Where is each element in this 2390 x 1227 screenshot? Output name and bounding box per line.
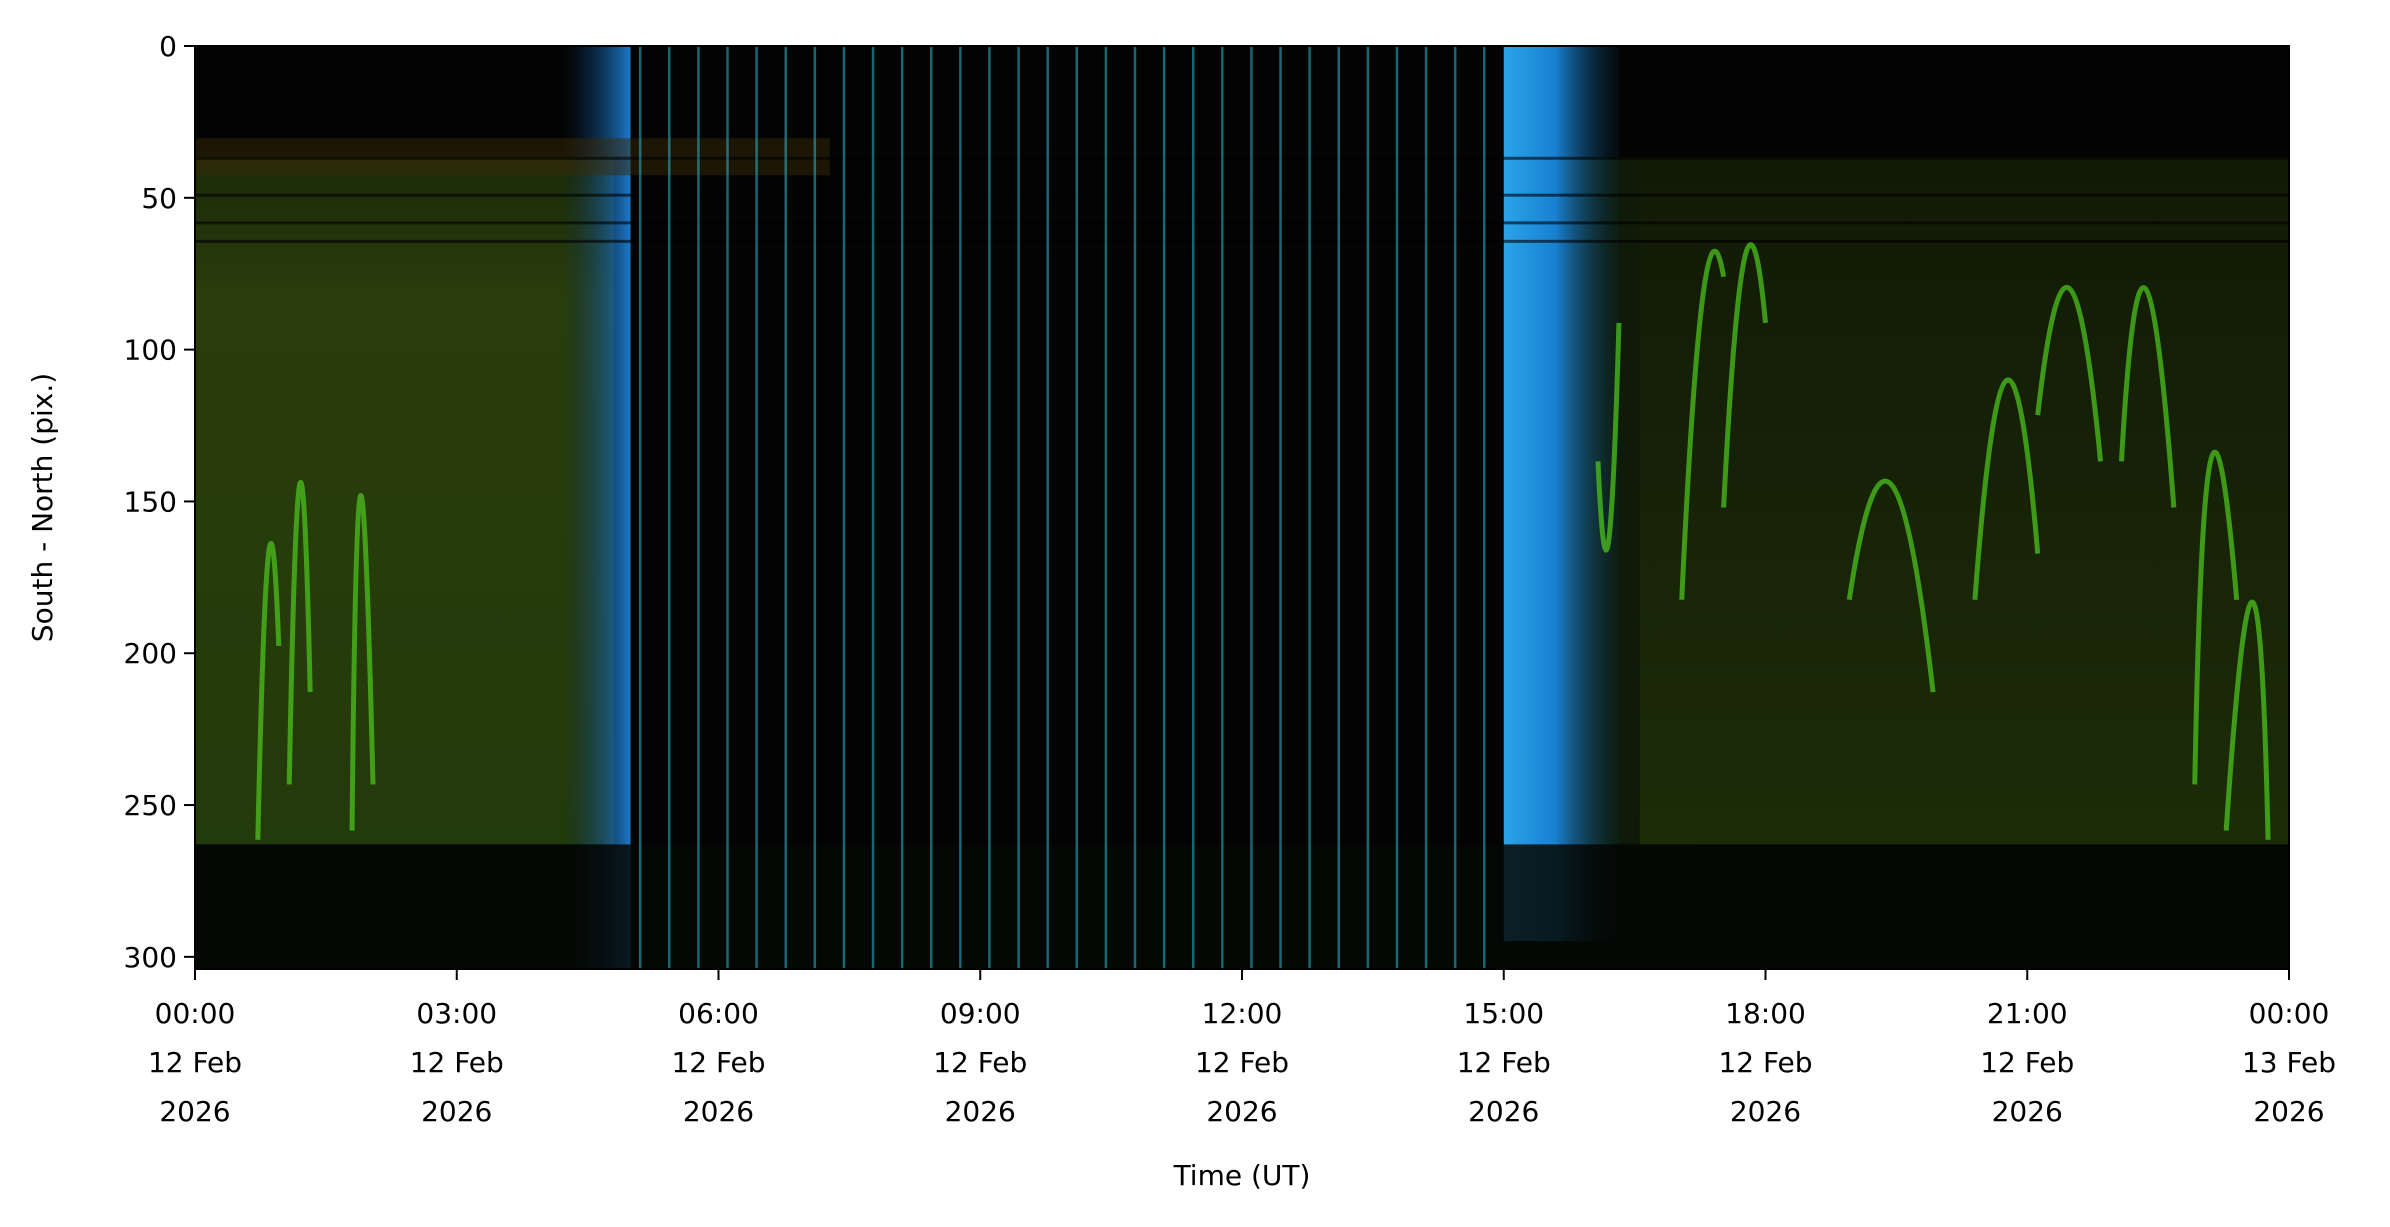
aurora — [1679, 248, 1727, 600]
streak — [988, 46, 991, 969]
streak — [929, 46, 933, 969]
y-tick-label: 250 — [124, 789, 177, 822]
streak — [697, 46, 700, 969]
streak — [1191, 46, 1195, 969]
aurora — [2192, 449, 2240, 785]
x-tick-label: 09:00 12 Feb 2026 — [933, 997, 1028, 1128]
y-tick-label: 50 — [141, 182, 177, 215]
streak — [1308, 46, 1311, 969]
aurora — [286, 479, 313, 785]
x-tick-label: 21:00 12 Feb 2026 — [1980, 997, 2075, 1128]
band — [195, 156, 2289, 160]
aurora — [2223, 599, 2271, 840]
streak — [1337, 46, 1340, 969]
streak — [1395, 46, 1399, 969]
streak — [668, 46, 671, 969]
streak — [638, 46, 642, 969]
y-tick-label: 100 — [124, 334, 177, 367]
aurora — [349, 493, 376, 831]
band — [195, 193, 2289, 197]
streak — [755, 46, 758, 969]
x-tick-label: 03:00 12 Feb 2026 — [409, 997, 504, 1128]
streak — [726, 46, 729, 969]
x-tick-label: 15:00 12 Feb 2026 — [1456, 997, 1551, 1128]
glow — [195, 156, 614, 845]
streak — [900, 46, 904, 969]
aurora — [2118, 285, 2177, 508]
y-tick-label: 0 — [159, 30, 177, 63]
streak — [1483, 46, 1486, 969]
streak — [1046, 46, 1049, 969]
aurora — [2035, 285, 2104, 462]
streak — [871, 46, 875, 969]
x-tick-label: 00:00 13 Feb 2026 — [2241, 997, 2337, 1128]
streak — [842, 46, 846, 969]
aurora — [1972, 377, 2041, 600]
aurora — [1721, 242, 1768, 508]
x-tick-label: 12:00 12 Feb 2026 — [1194, 997, 1290, 1128]
glow — [561, 46, 631, 969]
streak — [784, 46, 787, 969]
x-tick-label: 18:00 12 Feb 2026 — [1718, 997, 1813, 1128]
axes: 0 50 100 150 200 250 300 — [124, 30, 2290, 980]
y-tick-label: 200 — [124, 637, 177, 670]
streak — [1279, 46, 1282, 969]
streak — [1075, 46, 1079, 969]
keogram-image — [195, 46, 2289, 969]
glow — [1639, 156, 2289, 845]
aurora — [1595, 322, 1622, 553]
streak — [1162, 46, 1166, 969]
x-tick-label: 00:00 12 Feb 2026 — [147, 997, 243, 1128]
streak — [1017, 46, 1020, 969]
y-tick-label: 300 — [124, 941, 177, 974]
x-axis-label: Time (UT) — [1173, 1159, 1311, 1192]
streak — [1104, 46, 1108, 969]
streak — [1366, 46, 1370, 969]
streak — [1133, 46, 1137, 969]
streak — [1221, 46, 1224, 969]
streak — [1250, 46, 1253, 969]
streak — [959, 46, 962, 969]
y-tick-label: 150 — [124, 485, 177, 518]
y-axis-label: South - North (pix.) — [26, 373, 59, 642]
band — [195, 239, 2289, 243]
aurora — [255, 540, 282, 840]
x-tick-label: 06:00 12 Feb 2026 — [671, 997, 766, 1128]
band — [195, 221, 2289, 225]
streak — [1424, 46, 1428, 969]
aurora — [1846, 478, 1936, 693]
streak — [813, 46, 817, 969]
band — [195, 844, 2289, 969]
streak — [1453, 46, 1457, 969]
